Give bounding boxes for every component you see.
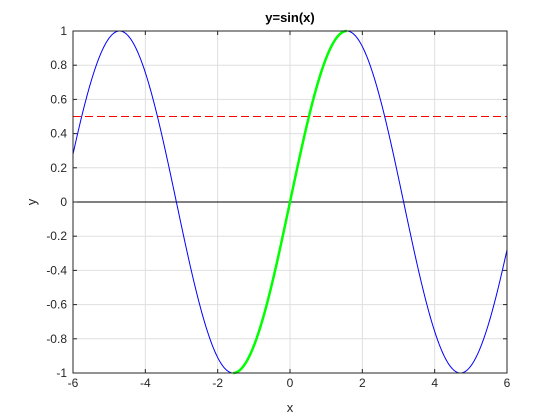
x-tick-label-1: -4 bbox=[140, 376, 151, 390]
x-axis-label: x bbox=[287, 400, 294, 415]
series-line-1 bbox=[232, 29, 348, 375]
x-tick-label-3: 0 bbox=[287, 376, 294, 390]
y-axis-label: y bbox=[24, 198, 39, 205]
ticks: -6 -4 -2 0 2 4 6 -1 -0.8 -0.6 -0.4 -0.2 0 0.2 0.4 0.6 0.… bbox=[46, 24, 510, 390]
y-tick-label-7: 0.4 bbox=[50, 127, 67, 141]
chart-title: y=sin(x) bbox=[265, 10, 315, 25]
x-tick-label-0: -6 bbox=[68, 376, 79, 390]
y-tick-label-10: 1 bbox=[60, 24, 67, 38]
y-tick-label-6: 0.2 bbox=[50, 161, 67, 175]
y-tick-label-5: 0 bbox=[60, 195, 67, 209]
x-tick-label-4: 2 bbox=[359, 376, 366, 390]
y-tick-label-3: -0.4 bbox=[46, 263, 67, 277]
x-tick-label-6: 6 bbox=[504, 376, 511, 390]
y-tick-label-4: -0.2 bbox=[46, 229, 67, 243]
y-tick-label-8: 0.6 bbox=[50, 92, 67, 106]
x-tick-label-5: 4 bbox=[431, 376, 438, 390]
y-tick-label-2: -0.6 bbox=[46, 298, 67, 312]
y-tick-label-0: -1 bbox=[56, 366, 67, 380]
y-tick-label-9: 0.8 bbox=[50, 58, 67, 72]
series bbox=[72, 29, 508, 375]
y-tick-label-1: -0.8 bbox=[46, 332, 67, 346]
x-tick-label-2: -2 bbox=[212, 376, 223, 390]
